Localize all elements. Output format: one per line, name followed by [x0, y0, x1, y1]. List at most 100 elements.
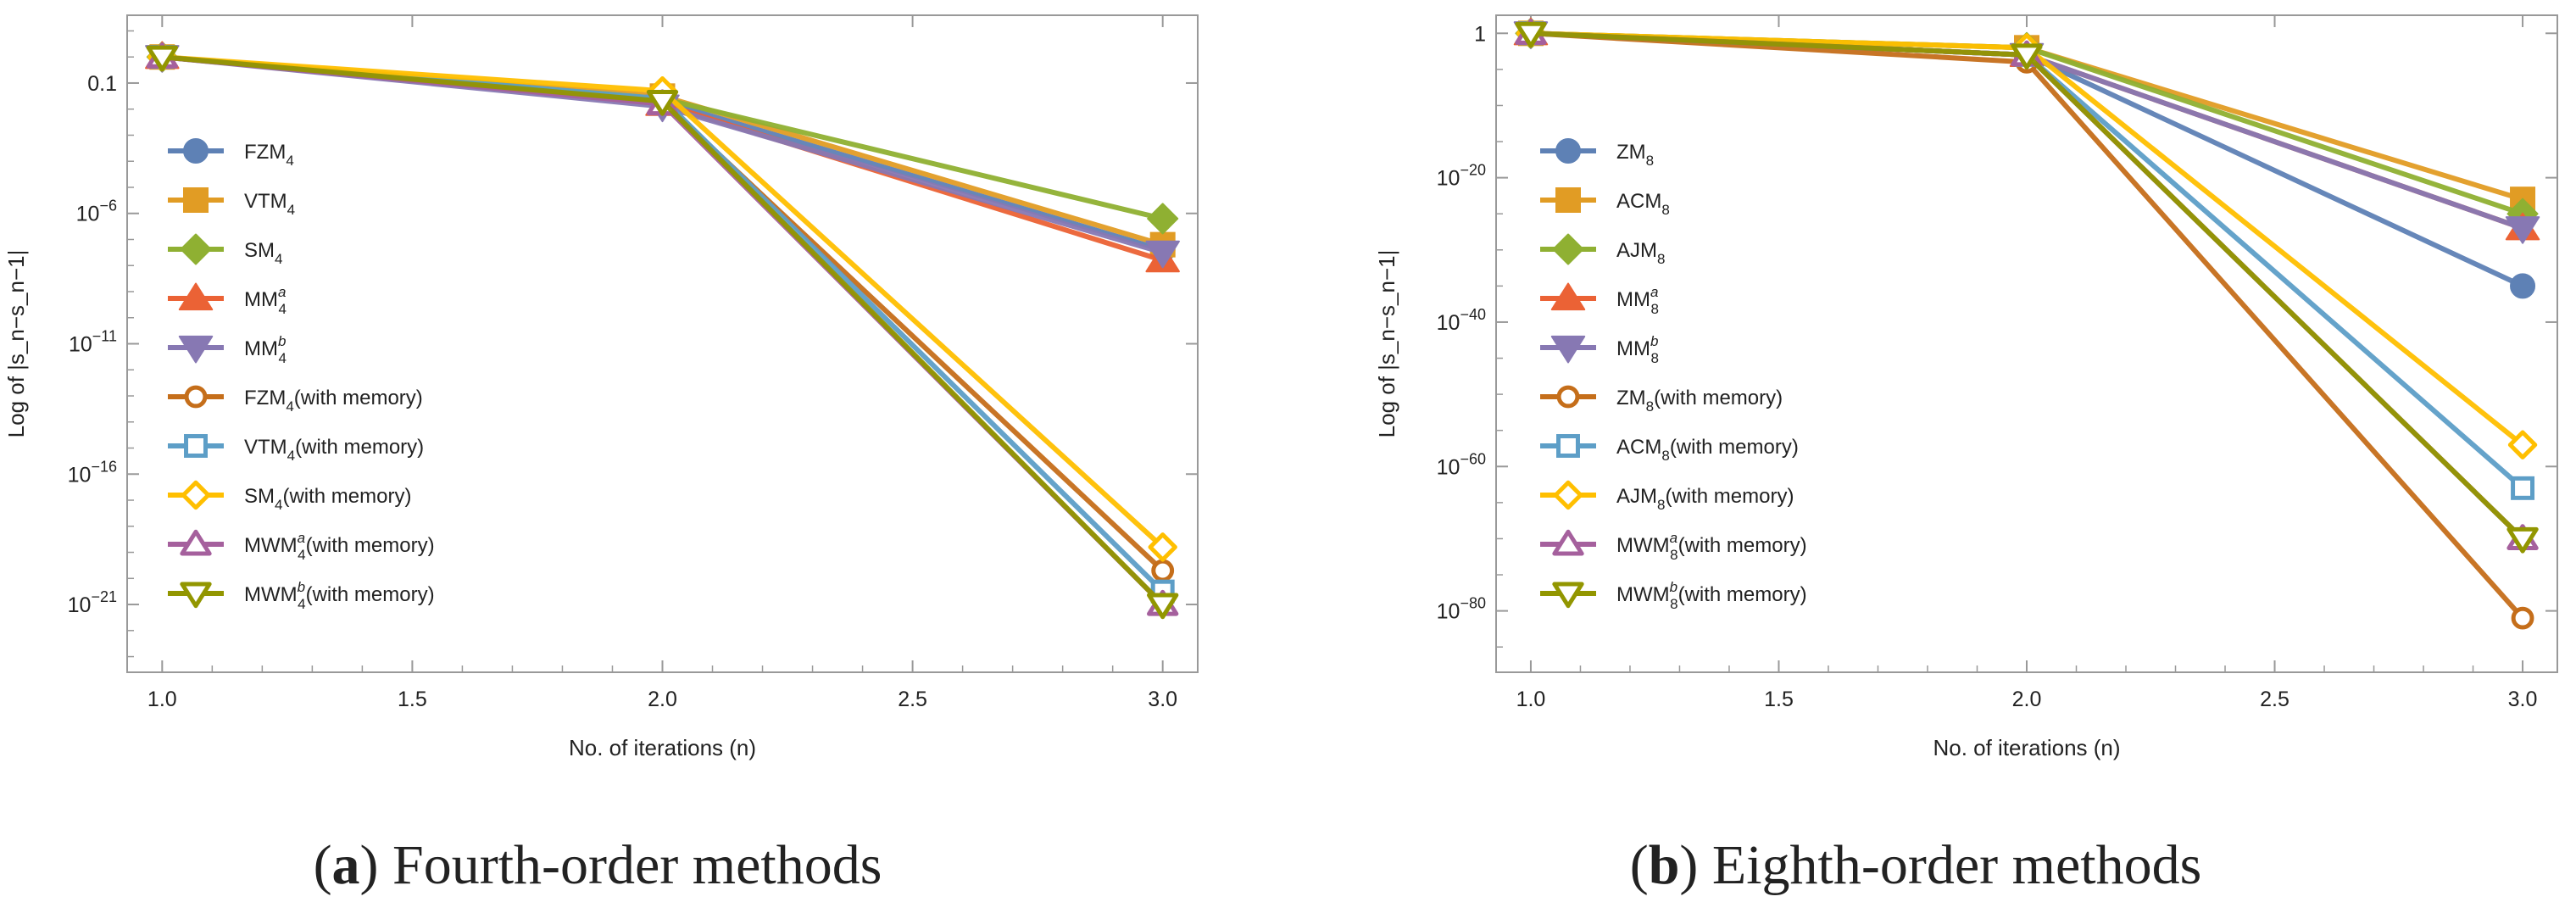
legend-swatch-marker: [183, 187, 209, 213]
legend-item: MWMa 4(with memory): [168, 529, 435, 563]
legend-label: ACM8: [1616, 190, 1670, 218]
legend-label: VTM4(with memory): [244, 436, 424, 464]
legend-swatch-marker: [1550, 282, 1586, 311]
legend-swatch-marker: [1552, 582, 1584, 609]
legend-label: AJM8: [1616, 239, 1665, 267]
legend-item: MMa 8: [1540, 282, 1659, 317]
series-line: [162, 54, 1165, 593]
y-axis-label: Log of |s_n−s_n−1|: [3, 250, 29, 438]
legend-swatch-marker: [178, 335, 214, 364]
series-7: [1518, 21, 2535, 500]
legend-item: ZM8(with memory): [1540, 385, 1783, 415]
legend-label: MWMa 8(with memory): [1616, 530, 1807, 563]
panel-caption: (a) Fourth-order methods: [314, 834, 882, 896]
data-point: [2505, 216, 2540, 244]
legend-swatch-marker: [1550, 335, 1586, 364]
data-point: [1148, 532, 1177, 562]
x-axis-label: No. of iterations (n): [1933, 735, 2120, 760]
legend-item: AJM8(with memory): [1540, 480, 1794, 513]
series-line: [162, 54, 1165, 607]
series-9: [146, 42, 1179, 616]
x-axis-label: No. of iterations (n): [569, 735, 756, 760]
y-tick-label: 10−20: [1437, 162, 1486, 191]
chart-panel-b: 1.0 1.5 2.0 2.5 3.0 1 10−20 10−40 10−60 10−80 No. …: [1374, 14, 2558, 896]
panel-caption: (b) Eighth-order methods: [1630, 834, 2202, 896]
x-tick-label: 2.0: [648, 688, 677, 711]
legend-label: MWMb 4(with memory): [244, 579, 435, 612]
x-tick-label: 1.0: [147, 688, 177, 711]
y-tick-label: 10−21: [68, 588, 117, 617]
legend-item: ZM8: [1540, 138, 1654, 169]
x-tick-label: 3.0: [1148, 688, 1177, 711]
legend-label: MWMb 8(with memory): [1616, 579, 1807, 612]
legend-item: MMb 8: [1540, 333, 1659, 366]
data-point: [2011, 43, 2043, 70]
data-point: [1145, 240, 1180, 269]
legend-swatch-marker: [180, 582, 212, 609]
x-tick-label: 2.5: [2260, 688, 2289, 711]
legend-swatch-marker: [183, 138, 209, 164]
x-tick-label: 2.5: [898, 688, 927, 711]
legend-swatch-marker: [1556, 385, 1580, 409]
legend-item: MWMb 8(with memory): [1540, 579, 1807, 612]
x-tick-label: 3.0: [2508, 688, 2538, 711]
data-point: [2511, 606, 2534, 630]
legend-label: MMa 4: [244, 284, 287, 317]
legend-swatch-marker: [180, 529, 212, 556]
legend-swatch-marker: [1555, 187, 1581, 213]
y-axis-label: Log of |s_n−s_n−1|: [1374, 250, 1399, 438]
legend-item: MMa 4: [168, 282, 287, 317]
legend-item: SM4(with memory): [168, 480, 411, 513]
legend-label: ZM8(with memory): [1616, 387, 1783, 415]
series-10: [146, 45, 1179, 620]
legend-label: MMb 4: [244, 333, 287, 366]
data-point: [646, 89, 679, 116]
x-tick-label: 1.0: [1516, 688, 1546, 711]
legend-item: VTM4: [168, 187, 295, 218]
legend-label: SM4(with memory): [244, 485, 411, 513]
legend-item: MMb 4: [168, 333, 287, 366]
series-line: [162, 54, 1165, 549]
legend-item: SM4: [168, 233, 282, 267]
legend-swatch-marker: [181, 480, 211, 510]
data-point: [2511, 476, 2535, 500]
series-line: [1530, 31, 2524, 448]
data-point: [2507, 430, 2538, 459]
data-point: [2506, 526, 2539, 554]
legend: ZM8 ACM8 AJM8 MMa 8 MMb 8 ZM8(with memory) ACM8(…: [1540, 138, 1807, 612]
data-point: [1147, 203, 1179, 235]
data-point: [2510, 273, 2536, 299]
legend-item: AJM8: [1540, 233, 1665, 267]
legend-swatch-marker: [184, 434, 208, 458]
legend-item: MWMb 4(with memory): [168, 579, 435, 612]
legend-swatch-marker: [1556, 434, 1580, 458]
data-point: [1151, 559, 1175, 582]
series-line: [1530, 31, 2525, 541]
legend-swatch-marker: [178, 282, 214, 311]
y-tick-label: 1: [1474, 22, 1486, 46]
legend-swatch-marker: [1552, 233, 1584, 265]
y-tick-label: 10−11: [69, 328, 117, 357]
legend-swatch-marker: [1553, 480, 1583, 510]
y-tick-label: 10−80: [1437, 595, 1486, 624]
legend-label: AJM8(with memory): [1616, 485, 1794, 513]
legend-label: ZM8: [1616, 141, 1654, 169]
legend-label: SM4: [244, 239, 282, 267]
y-tick-label: 10−16: [68, 458, 117, 487]
y-tick-label: 0.1: [87, 72, 117, 96]
y-tick-label: 10−6: [76, 198, 117, 226]
data-point: [146, 45, 178, 72]
data-point: [1147, 593, 1179, 620]
x-tick-label: 2.0: [2012, 688, 2042, 711]
legend-item: FZM4: [168, 138, 294, 169]
legend-label: FZM4: [244, 141, 294, 169]
x-tick-label: 1.5: [1764, 688, 1794, 711]
chart-panel-a: 1.0 1.5 2.0 2.5 3.0 0.1 10−6 10−11 10−16 10−21 No.…: [3, 14, 1199, 896]
legend: FZM4 VTM4 SM4 MMa 4 MMb 4 FZM4(with memory) VTM4…: [168, 138, 435, 612]
legend-swatch-marker: [180, 233, 212, 265]
legend-swatch-marker: [184, 385, 208, 409]
legend-item: ACM8: [1540, 187, 1670, 218]
legend-swatch-marker: [1555, 138, 1581, 164]
